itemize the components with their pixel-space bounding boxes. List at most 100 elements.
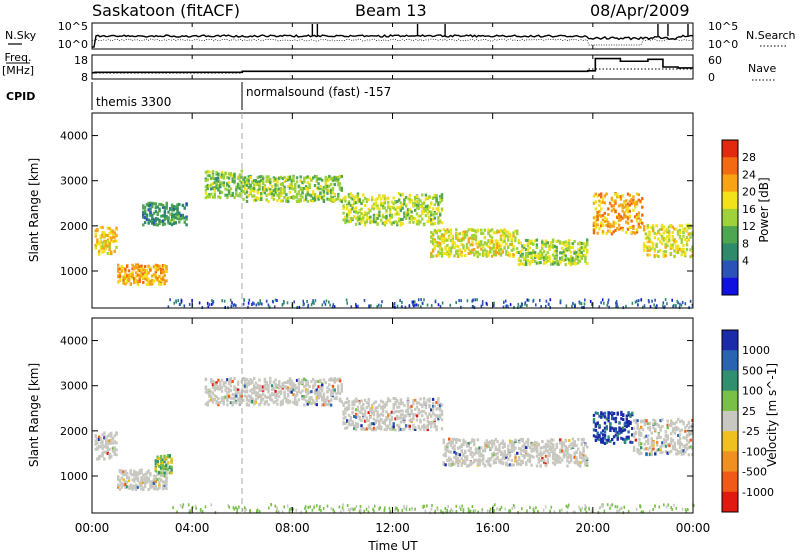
power-near-range-cell xyxy=(579,301,581,305)
velocity-echo-cell xyxy=(508,449,512,453)
velocity-echo-cell xyxy=(616,412,619,416)
power-echo-cell xyxy=(635,219,639,223)
power-echo-cell xyxy=(101,231,104,235)
velocity-echo-cell xyxy=(668,423,671,427)
velocity-echo-cell xyxy=(412,415,415,419)
power-echo-cell xyxy=(684,238,687,241)
power-echo-cell xyxy=(272,197,276,201)
power-echo-cell xyxy=(528,262,531,266)
power-echo-cell xyxy=(143,212,147,216)
power-echo-cell xyxy=(258,185,261,189)
power-echo-cell xyxy=(637,222,640,226)
power-echo-cell xyxy=(208,195,211,199)
velocity-echo-cell xyxy=(508,441,512,445)
power-echo-cell xyxy=(365,214,369,218)
freq-label: Freq. xyxy=(4,51,31,64)
velocity-echo-cell xyxy=(652,426,655,430)
velocity-echo-cell xyxy=(442,438,445,442)
velocity-echo-cell xyxy=(596,436,599,440)
power-echo-cell xyxy=(619,218,623,222)
power-echo-cell xyxy=(115,226,118,230)
power-echo-cell xyxy=(247,194,250,198)
velocity-echo-cell xyxy=(154,480,157,484)
power-echo-cell xyxy=(555,251,558,255)
velocity-echo-cell xyxy=(592,434,596,438)
power-echo-cell xyxy=(442,228,445,232)
power-echo-cell xyxy=(566,243,569,247)
velocity-echo-cell xyxy=(670,437,673,441)
velocity-echo-cell xyxy=(136,479,140,483)
power-echo-cell xyxy=(229,171,233,175)
velocity-echo-cell xyxy=(338,379,342,383)
velocity-echo-cell xyxy=(163,471,166,475)
velocity-echo-cell xyxy=(620,427,623,431)
power-echo-cell xyxy=(499,228,503,232)
power-near-range-cell xyxy=(420,298,422,302)
power-echo-cell xyxy=(381,215,385,219)
power-near-range-cell xyxy=(314,299,317,303)
power-echo-cell xyxy=(172,213,176,217)
power-echo-cell xyxy=(456,236,460,240)
velocity-echo-cell xyxy=(636,426,639,430)
velocity-echo-cell xyxy=(156,460,159,463)
power-echo-cell xyxy=(138,269,141,273)
power-echo-cell xyxy=(315,175,318,179)
power-echo-cell xyxy=(635,215,639,219)
velocity-echo-cell xyxy=(99,438,103,442)
power-echo-cell xyxy=(110,250,113,254)
power-echo-cell xyxy=(596,214,599,218)
power-echo-cell xyxy=(326,177,329,181)
velocity-echo-cell xyxy=(380,418,383,422)
velocity-echo-cell xyxy=(421,414,424,418)
power-echo-cell xyxy=(664,242,667,246)
velocity-echo-cell xyxy=(127,479,131,483)
power-echo-cell xyxy=(437,252,440,256)
velocity-echo-cell xyxy=(297,386,301,390)
velocity-echo-cell xyxy=(424,425,428,429)
velocity-echo-cell xyxy=(476,462,480,466)
power-echo-cell xyxy=(499,237,503,241)
power-echo-cell xyxy=(440,196,444,200)
power-echo-cell xyxy=(399,207,403,211)
power-echo-cell xyxy=(626,221,630,225)
velocity-echo-cell xyxy=(494,457,497,461)
power-echo-cell xyxy=(430,252,433,256)
velocity-echo-cell xyxy=(598,438,601,442)
velocity-echo-cell xyxy=(331,389,335,393)
power-echo-cell xyxy=(235,185,238,189)
power-echo-cell xyxy=(625,214,628,218)
power-near-range-cell xyxy=(503,300,505,304)
power-echo-cell xyxy=(562,253,566,257)
power-echo-cell xyxy=(510,248,513,252)
power-echo-cell xyxy=(281,199,284,203)
velocity-echo-cell xyxy=(110,454,113,458)
power-echo-cell xyxy=(424,197,428,201)
power-echo-cell xyxy=(487,250,490,254)
velocity-echo-cell xyxy=(474,458,478,462)
velocity-echo-cell xyxy=(406,407,410,411)
velocity-echo-cell xyxy=(131,485,134,489)
power-echo-cell xyxy=(428,195,431,199)
velocity-echo-cell xyxy=(372,413,376,417)
power-echo-cell xyxy=(424,214,428,218)
power-echo-cell xyxy=(383,223,386,227)
velocity-echo-cell xyxy=(387,399,390,403)
power-echo-cell xyxy=(145,218,149,221)
power-echo-cell xyxy=(625,203,628,207)
power-echo-cell xyxy=(662,251,665,255)
velocity-echo-cell xyxy=(498,459,501,463)
power-echo-cell xyxy=(322,190,326,194)
power-echo-cell xyxy=(140,271,143,275)
power-echo-cell xyxy=(564,254,567,258)
power-echo-cell xyxy=(619,195,623,198)
power-echo-cell xyxy=(515,250,519,254)
velocity-echo-cell xyxy=(328,388,331,392)
power-echo-cell xyxy=(206,170,209,174)
power-echo-cell xyxy=(149,281,152,284)
power-echo-cell xyxy=(263,184,267,188)
power-echo-cell xyxy=(338,187,342,191)
velocity-echo-cell xyxy=(625,417,628,421)
velocity-echo-cell xyxy=(269,397,272,401)
power-echo-cell xyxy=(369,220,372,224)
power-echo-cell xyxy=(456,232,460,236)
